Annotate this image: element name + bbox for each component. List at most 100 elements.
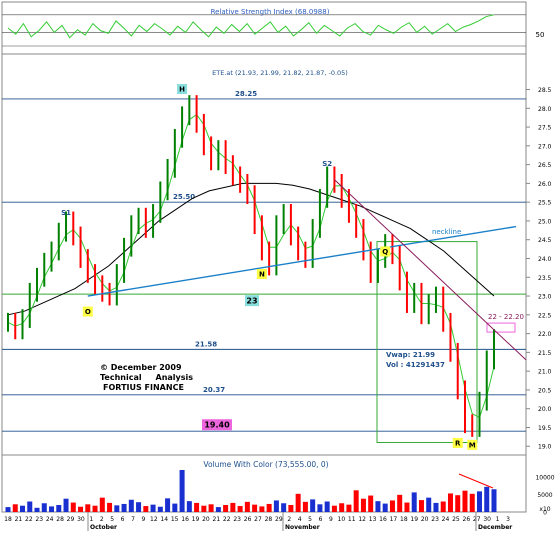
volume-bar (411, 492, 417, 512)
x-tick-day-label: 23 (431, 516, 439, 523)
pattern-point-bg (256, 269, 267, 279)
x-tick-day-label: 5 (110, 516, 114, 523)
pattern-point-label: Q (382, 248, 388, 256)
copyright-line-1: © December 2009 (100, 363, 182, 372)
volume-bar (143, 506, 149, 512)
volume-bar (375, 501, 381, 512)
volume-bar (281, 503, 287, 512)
level-label: 20.37 (203, 386, 225, 394)
annotations: © December 2009 Technical Analysis FORTI… (100, 351, 445, 392)
pattern-point-label: O (85, 308, 91, 316)
volume-bar (56, 505, 62, 512)
volume-bar (5, 507, 11, 512)
volume-panel: Volume With Color (73,555.00, 0) x10 100… (2, 454, 555, 517)
volume-bar (331, 505, 337, 512)
volume-bar (462, 490, 468, 512)
volume-bar (469, 493, 475, 512)
x-tick-day-label: 17 (390, 516, 398, 523)
volume-bar (20, 505, 26, 512)
x-tick-day-label: 19 (410, 516, 418, 523)
x-tick-day-label: 30 (483, 516, 491, 523)
level-label: 19.40 (204, 421, 230, 430)
pattern-point-bg (452, 437, 463, 448)
pattern-point-label: H (179, 86, 185, 94)
x-tick-day-label: 9 (329, 516, 333, 523)
instrument-label: ETE.at (21.93, 21.99, 21.82, 21.87, -0.0… (212, 69, 348, 77)
volume-bar (230, 502, 236, 512)
volume-bar (302, 501, 308, 512)
volume-tick-label: 5000 (537, 492, 552, 499)
volume-bar (455, 495, 461, 512)
price-tick-label: 22.5 (538, 312, 552, 319)
x-tick-day-label: 23 (35, 516, 43, 523)
volume-bar (433, 502, 439, 512)
fast-average-line (7, 113, 495, 419)
volume-bar (34, 507, 40, 512)
price-tick-label: 24.0 (538, 256, 552, 263)
x-tick-day-label: 11 (348, 516, 356, 523)
volume-bar (186, 501, 192, 512)
volume-bar (208, 504, 214, 512)
volume-bar (310, 499, 316, 512)
x-tick-day-label: 15 (171, 516, 179, 523)
x-tick-day-label: 14 (160, 516, 168, 523)
neckline (87, 225, 517, 297)
volume-bar (324, 501, 330, 512)
rsi-title: Relative Strength Index (68.0988) (211, 8, 330, 16)
volume-bar (491, 489, 497, 512)
volume-bar (317, 504, 323, 512)
price-tick-label: 22.0 (538, 331, 552, 338)
volume-bar (49, 506, 55, 512)
volume-bar (484, 486, 490, 512)
x-tick-day-label: 1 (496, 516, 500, 523)
volume-bar (165, 498, 171, 512)
x-tick-day-label: 23 (233, 516, 241, 523)
level-label: 28.25 (235, 90, 257, 98)
x-tick-day-label: 13 (369, 516, 377, 523)
x-tick-day-label: 28 (56, 516, 64, 523)
volume-bar (389, 500, 395, 512)
volume-bar (476, 491, 482, 512)
x-tick-day-label: 30 (77, 516, 85, 523)
volume-bar (70, 502, 76, 512)
volume-trend-line (458, 473, 494, 489)
price-tick-label: 25.0 (538, 218, 552, 225)
volume-total-text: Vol : 41291437 (386, 361, 445, 369)
pattern-point-label: N (259, 271, 265, 279)
price-tick-label: 21.5 (538, 350, 552, 357)
volume-bar (107, 502, 113, 512)
x-tick-day-label: 6 (319, 516, 323, 523)
volume-bar (273, 500, 279, 512)
x-tick-day-label: 1 (89, 516, 93, 523)
pattern-box (376, 241, 478, 443)
x-tick-day-label: 21 (213, 516, 221, 523)
price-tick-label: 19.0 (538, 444, 552, 451)
downtrend-line (334, 179, 527, 361)
price-tick-label: 28.0 (538, 106, 552, 113)
copyright-line-2: Technical Analysis (100, 373, 193, 382)
resistance-box (486, 322, 516, 333)
rsi-panel: Relative Strength Index (68.0988) 50 (1, 1, 544, 55)
x-tick-day-label: 20 (202, 516, 210, 523)
volume-bar (404, 502, 410, 512)
volume-title: Volume With Color (73,555.00, 0) (203, 460, 328, 469)
volume-bar (447, 493, 453, 512)
x-tick-day-label: 19 (192, 516, 200, 523)
price-tick-label: 26.0 (538, 181, 552, 188)
x-tick-day-label: 22 (25, 516, 33, 523)
volume-bar (440, 501, 446, 512)
price-tick-label: 24.5 (538, 237, 552, 244)
volume-bar (172, 503, 178, 512)
price-tick-label: 23.0 (538, 294, 552, 301)
volume-unit-label: x10 (539, 506, 550, 513)
volume-bar (266, 503, 272, 512)
level-label: 21.58 (195, 340, 217, 348)
price-tick-label: 19.5 (538, 425, 552, 432)
price-tick-label: 21.0 (538, 369, 552, 376)
x-tick-day-label: 25 (452, 516, 460, 523)
x-tick-day-label: 26 (244, 516, 252, 523)
volume-bar (41, 503, 47, 512)
volume-bar (339, 503, 345, 512)
volume-bar (252, 504, 258, 512)
